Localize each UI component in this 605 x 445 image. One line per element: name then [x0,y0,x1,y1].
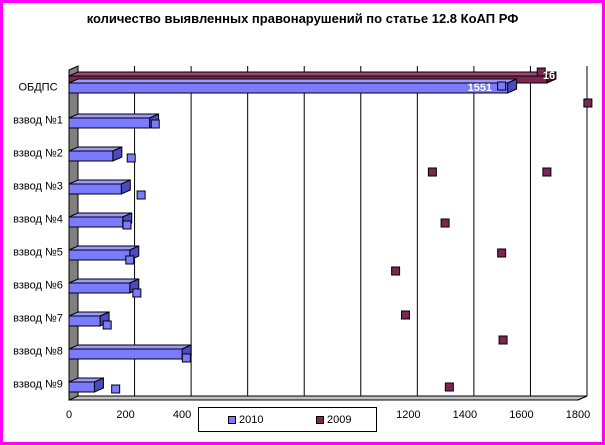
marker-2010 [132,288,142,298]
bar-top-face [68,71,557,77]
category-label: взвод №1 [13,115,63,127]
bar-2010 [68,146,123,162]
bar-front-face [68,183,122,195]
x-tick-label: 1200 [396,409,420,421]
bar-front-face [68,216,124,228]
marker-2010 [122,220,132,230]
bar-2010 [68,344,192,360]
category-label: взвод №7 [13,313,63,325]
category-label: взвод №4 [13,214,63,226]
x-tick-label: 1600 [509,409,533,421]
marker-2009 [391,266,401,276]
legend-label-2009: 2009 [327,414,352,426]
bar-front-face [68,117,151,129]
bar-top-face [68,78,517,84]
category-label: взвод №5 [13,247,63,259]
marker-2010 [111,384,121,394]
bar-2010 [68,78,518,94]
bar-front-face [68,381,95,393]
x-tick-label: 400 [173,409,191,421]
bar-front-face [68,315,101,327]
data-label-2009: 16 [543,70,555,82]
category-label: взвод №2 [13,148,63,160]
marker-2009 [427,167,437,177]
bar-top-face [68,113,159,119]
category-label: взвод №6 [13,280,63,292]
bar-front-face [68,348,183,360]
legend-swatch-2009 [316,416,324,424]
chart-title: количество выявленных правонарушений по … [86,11,519,26]
marker-2010 [125,255,135,265]
legend-swatch-2010 [228,416,236,424]
chart-floor [68,395,588,401]
marker-2009 [444,382,454,392]
bar-2010 [68,377,104,393]
legend-item-2009: 2009 [316,414,351,426]
bar-top-face [68,179,131,185]
bar-top-face [68,278,140,284]
marker-2010 [102,320,112,330]
bar-front-face [68,150,114,162]
marker-2009 [542,167,552,177]
marker-2010 [126,153,136,163]
x-tick-label: 0 [66,409,72,421]
marker-2009 [498,335,508,345]
bar-top-face [68,212,132,218]
category-label: взвод №9 [13,379,63,391]
chart-legend: 2010 2009 [198,407,377,432]
data-label-2010: 1551 [468,82,492,94]
bar-front-face [68,282,131,294]
legend-item-2010: 2010 [228,414,263,426]
category-label: ОБДПС [18,82,57,94]
bar-front-face [68,82,509,94]
bar-front-face [68,249,131,261]
x-tick-label: 1800 [566,409,590,421]
marker-2010 [136,190,146,200]
bar-top-face [68,344,192,350]
marker-2009 [536,67,546,77]
bar-2010 [68,179,131,195]
marker-2010 [497,81,507,91]
x-tick-label: 1400 [453,409,477,421]
legend-label-2010: 2010 [239,414,264,426]
marker-2010 [150,119,160,129]
marker-2010 [181,353,191,363]
bar-2010 [68,113,160,129]
category-label: взвод №3 [13,181,63,193]
bar-2010 [68,212,133,228]
label-layer: 16 1551 [468,70,556,94]
marker-layer [102,67,593,394]
bar-2010 [68,278,140,294]
category-label: взвод №8 [13,346,63,358]
marker-2009 [583,98,593,108]
marker-2009 [497,248,507,258]
bar-top-face [68,245,140,251]
marker-2009 [440,218,450,228]
x-tick-label: 200 [116,409,134,421]
bar-layer [68,71,557,393]
marker-2009 [401,310,411,320]
